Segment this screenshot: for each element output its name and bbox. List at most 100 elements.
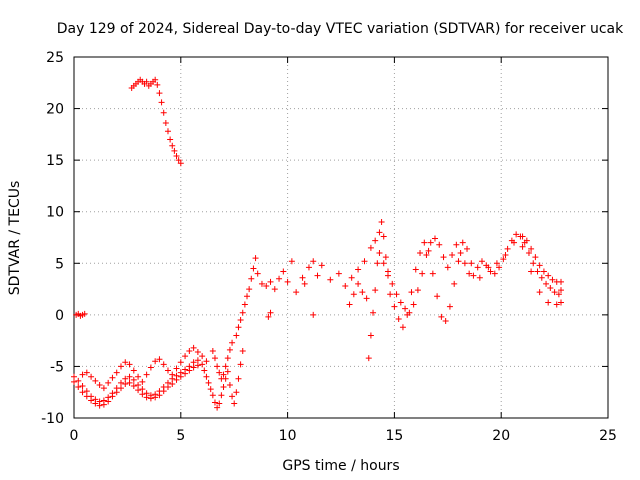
data-point [235,375,242,382]
data-point [117,385,124,392]
data-point [75,377,82,384]
data-point [451,280,458,287]
data-point [376,249,383,256]
data-point [71,373,77,380]
data-point [254,270,261,277]
data-point [126,373,133,380]
data-point [190,359,197,366]
data-point [355,266,362,273]
y-tick-label: -5 [50,359,64,375]
data-point [199,361,206,368]
data-point [372,287,379,294]
data-point [301,280,308,287]
x-axis-label: GPS time / hours [282,458,399,474]
data-point [216,400,223,407]
data-point [536,289,543,296]
data-point [496,264,503,271]
data-point [346,301,353,308]
data-point [519,243,526,250]
x-tick-label: 10 [279,428,297,444]
data-point [105,379,112,386]
data-point [190,364,197,371]
data-point [218,392,225,399]
data-point [156,392,163,399]
data-point [549,276,556,283]
data-point [203,373,210,380]
data-point [203,358,210,365]
data-point [468,260,475,267]
data-point [513,231,520,238]
data-point [199,353,206,360]
data-point [152,394,159,401]
data-point [122,375,129,382]
data-point [237,361,244,368]
data-point [182,370,189,377]
data-point [194,362,201,369]
data-point [280,268,287,275]
data-point [135,373,142,380]
data-point [109,393,116,400]
data-point [558,299,565,306]
data-point [442,318,449,325]
y-tick-label: 0 [55,308,64,324]
data-point [130,383,137,390]
data-point [194,357,201,364]
data-point [310,258,317,265]
data-point [154,81,161,88]
data-point [158,99,165,106]
data-point [276,275,283,282]
data-point [372,237,379,244]
data-point [143,78,150,85]
data-point [81,310,88,317]
series-ucak-rise-and-day [233,219,565,362]
data-point [239,309,246,316]
data-point [186,347,193,354]
data-point [474,264,481,271]
data-point [182,353,189,360]
data-point [410,301,417,308]
data-point [384,272,391,279]
data-point [147,364,154,371]
data-point [459,239,466,246]
data-point [380,233,387,240]
data-point [220,371,227,378]
data-point [201,367,208,374]
y-axis-label: SDTVAR / TECUs [7,181,23,296]
data-point [419,270,426,277]
data-point [79,389,86,396]
data-point [250,265,257,272]
data-point [209,392,216,399]
data-point [444,264,451,271]
data-point [126,361,133,368]
chart-title: Day 129 of 2024, Sidereal Day-to-day VTE… [57,21,624,37]
data-point [538,274,545,281]
y-tick-label: 15 [46,153,64,169]
data-point [173,376,180,383]
data-point [229,393,236,400]
x-tick-label: 15 [385,428,403,444]
x-tick-label: 25 [599,428,617,444]
data-point [220,384,227,391]
data-point [83,369,90,376]
data-point [511,239,518,246]
data-point [130,367,137,374]
data-point [558,278,565,285]
data-point [470,272,477,279]
data-point [431,235,438,242]
data-point [404,311,411,318]
data-point [399,324,406,331]
data-point [218,375,225,382]
data-point [122,359,129,366]
data-point [209,347,216,354]
data-point [139,378,146,385]
data-point [109,374,116,381]
data-point [113,369,120,376]
data-point [100,385,107,392]
data-point [224,355,231,362]
data-point [493,260,500,267]
data-point [421,239,428,246]
data-point [427,239,434,246]
data-point [365,355,372,362]
data-point [139,386,146,393]
